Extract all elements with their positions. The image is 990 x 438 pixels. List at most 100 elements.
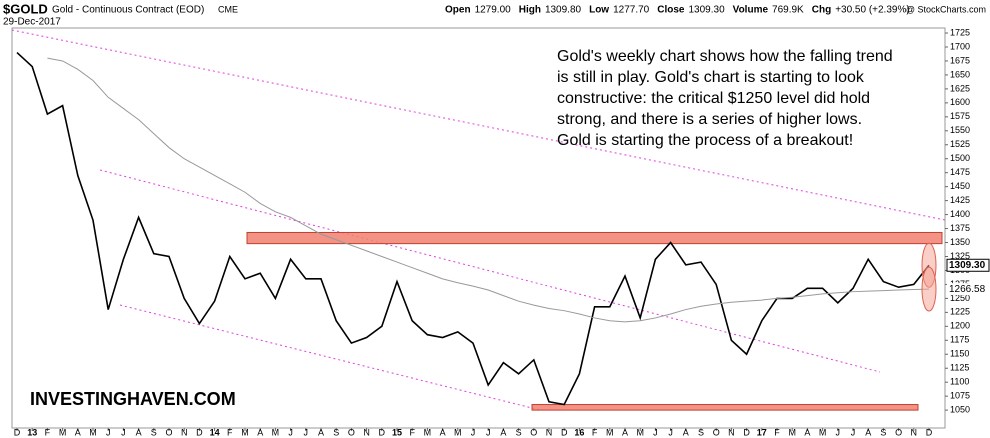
x-tick-label: J	[471, 427, 476, 437]
x-tick-label: N	[181, 427, 188, 437]
trend-line	[99, 169, 881, 373]
x-tick-label: D	[743, 427, 750, 437]
annotation-line: is still in play. Gold's chart is starti…	[557, 69, 865, 86]
stat-label: Chg	[812, 5, 831, 16]
x-tick-label: N	[546, 427, 553, 437]
plot-frame	[11, 27, 946, 429]
x-tick-label: J	[288, 427, 293, 437]
annotation-line: strong, and there is a series of higher …	[557, 111, 862, 128]
x-tick-label: A	[683, 427, 689, 437]
value-box	[946, 258, 990, 272]
y-tick-label: 1700	[950, 41, 970, 51]
y-tick-label: 1350	[950, 237, 970, 247]
stat-label: Open	[445, 5, 471, 16]
date: 29-Dec-2017	[3, 17, 61, 28]
x-tick-label: S	[516, 427, 522, 437]
y-tick-label: 1100	[950, 377, 969, 387]
x-tick-label: M	[636, 427, 644, 437]
x-tick-label: D	[926, 427, 933, 437]
x-tick-label: M	[788, 427, 796, 437]
trend-line	[119, 304, 541, 411]
y-tick-label: 1175	[950, 335, 969, 345]
x-tick-label: J	[106, 427, 111, 437]
y-tick-label: 1200	[950, 321, 970, 331]
last-marker	[921, 266, 937, 312]
y-tick-label: 1625	[950, 83, 970, 93]
x-tick-label: S	[880, 427, 886, 437]
x-tick-label: S	[698, 427, 704, 437]
y-tick-label: 1550	[950, 125, 970, 135]
stat-label: Low	[589, 5, 609, 16]
x-tick-label: J	[304, 427, 309, 437]
stat-label: Close	[657, 5, 685, 16]
x-tick-label: O	[165, 427, 172, 437]
x-tick-label: M	[59, 427, 67, 437]
watermark: INVESTINGHAVEN.COM	[30, 389, 236, 409]
trend-line	[11, 29, 946, 221]
y-tick-label: 1525	[950, 139, 970, 149]
x-tick-label: M	[819, 427, 827, 437]
x-tick-label: 13	[27, 427, 37, 437]
y-tick-label: 1375	[950, 223, 970, 233]
x-tick-label: O	[713, 427, 720, 437]
x-tick-label: J	[486, 427, 491, 437]
stat-value: 1277.70	[613, 5, 650, 16]
x-tick-label: D	[561, 427, 568, 437]
y-tick-label: 1650	[950, 69, 970, 79]
symbol: $GOLD	[3, 1, 48, 16]
x-tick-label: D	[14, 427, 21, 437]
x-tick-label: A	[622, 427, 628, 437]
stat-label: Volume	[733, 5, 769, 16]
x-tick-label: A	[318, 427, 324, 437]
annotation-line: Gold is starting the process of a breako…	[557, 132, 853, 149]
y-tick-label: 1125	[950, 363, 969, 373]
x-tick-label: 14	[210, 427, 220, 437]
x-tick-label: A	[136, 427, 142, 437]
x-tick-label: A	[257, 427, 263, 437]
y-tick-label: 1475	[950, 167, 970, 177]
y-tick-label: 1425	[950, 195, 970, 205]
x-tick-label: F	[227, 427, 233, 437]
x-tick-label: J	[851, 427, 856, 437]
x-tick-label: M	[89, 427, 97, 437]
x-tick-label: A	[75, 427, 81, 437]
x-tick-label: M	[241, 427, 249, 437]
x-tick-label: N	[911, 427, 918, 437]
y-tick-label: 1075	[950, 391, 970, 401]
credit: @ StockCharts.com	[906, 4, 986, 14]
x-tick-label: A	[500, 427, 506, 437]
exchange: CME	[218, 4, 238, 14]
annotation-line: constructive: the critical $1250 level d…	[557, 90, 870, 107]
x-tick-label: D	[196, 427, 203, 437]
stat-value: 1279.00	[475, 5, 512, 16]
x-tick-label: J	[653, 427, 658, 437]
x-tick-label: F	[774, 427, 780, 437]
y-tick-label: 1150	[950, 349, 969, 359]
stat-value: 1309.80	[545, 5, 582, 16]
y-tick-label: 1050	[950, 404, 970, 414]
series-line	[47, 57, 930, 323]
y-tick-label: 1450	[950, 181, 970, 191]
value-label: 1266.58	[949, 284, 986, 295]
x-tick-label: M	[424, 427, 432, 437]
x-tick-label: M	[606, 427, 614, 437]
x-tick-label: A	[804, 427, 810, 437]
annotation: Gold's weekly chart shows how the fallin…	[557, 48, 893, 149]
y-tick-label: 1675	[950, 55, 970, 65]
stat-value: 769.9K	[772, 5, 804, 16]
x-tick-label: 16	[574, 427, 584, 437]
y-tick-label: 1575	[950, 111, 970, 121]
x-tick-label: F	[45, 427, 51, 437]
x-tick-label: S	[333, 427, 339, 437]
x-tick-label: J	[668, 427, 673, 437]
x-tick-label: O	[530, 427, 537, 437]
y-tick-label: 1325	[950, 251, 970, 261]
x-tick-label: F	[409, 427, 415, 437]
value-box	[947, 283, 989, 296]
x-tick-label: A	[865, 427, 871, 437]
level-band	[531, 404, 919, 411]
y-tick-label: 1250	[950, 293, 970, 303]
y-tick-label: 1500	[950, 153, 970, 163]
x-tick-label: 15	[392, 427, 402, 437]
